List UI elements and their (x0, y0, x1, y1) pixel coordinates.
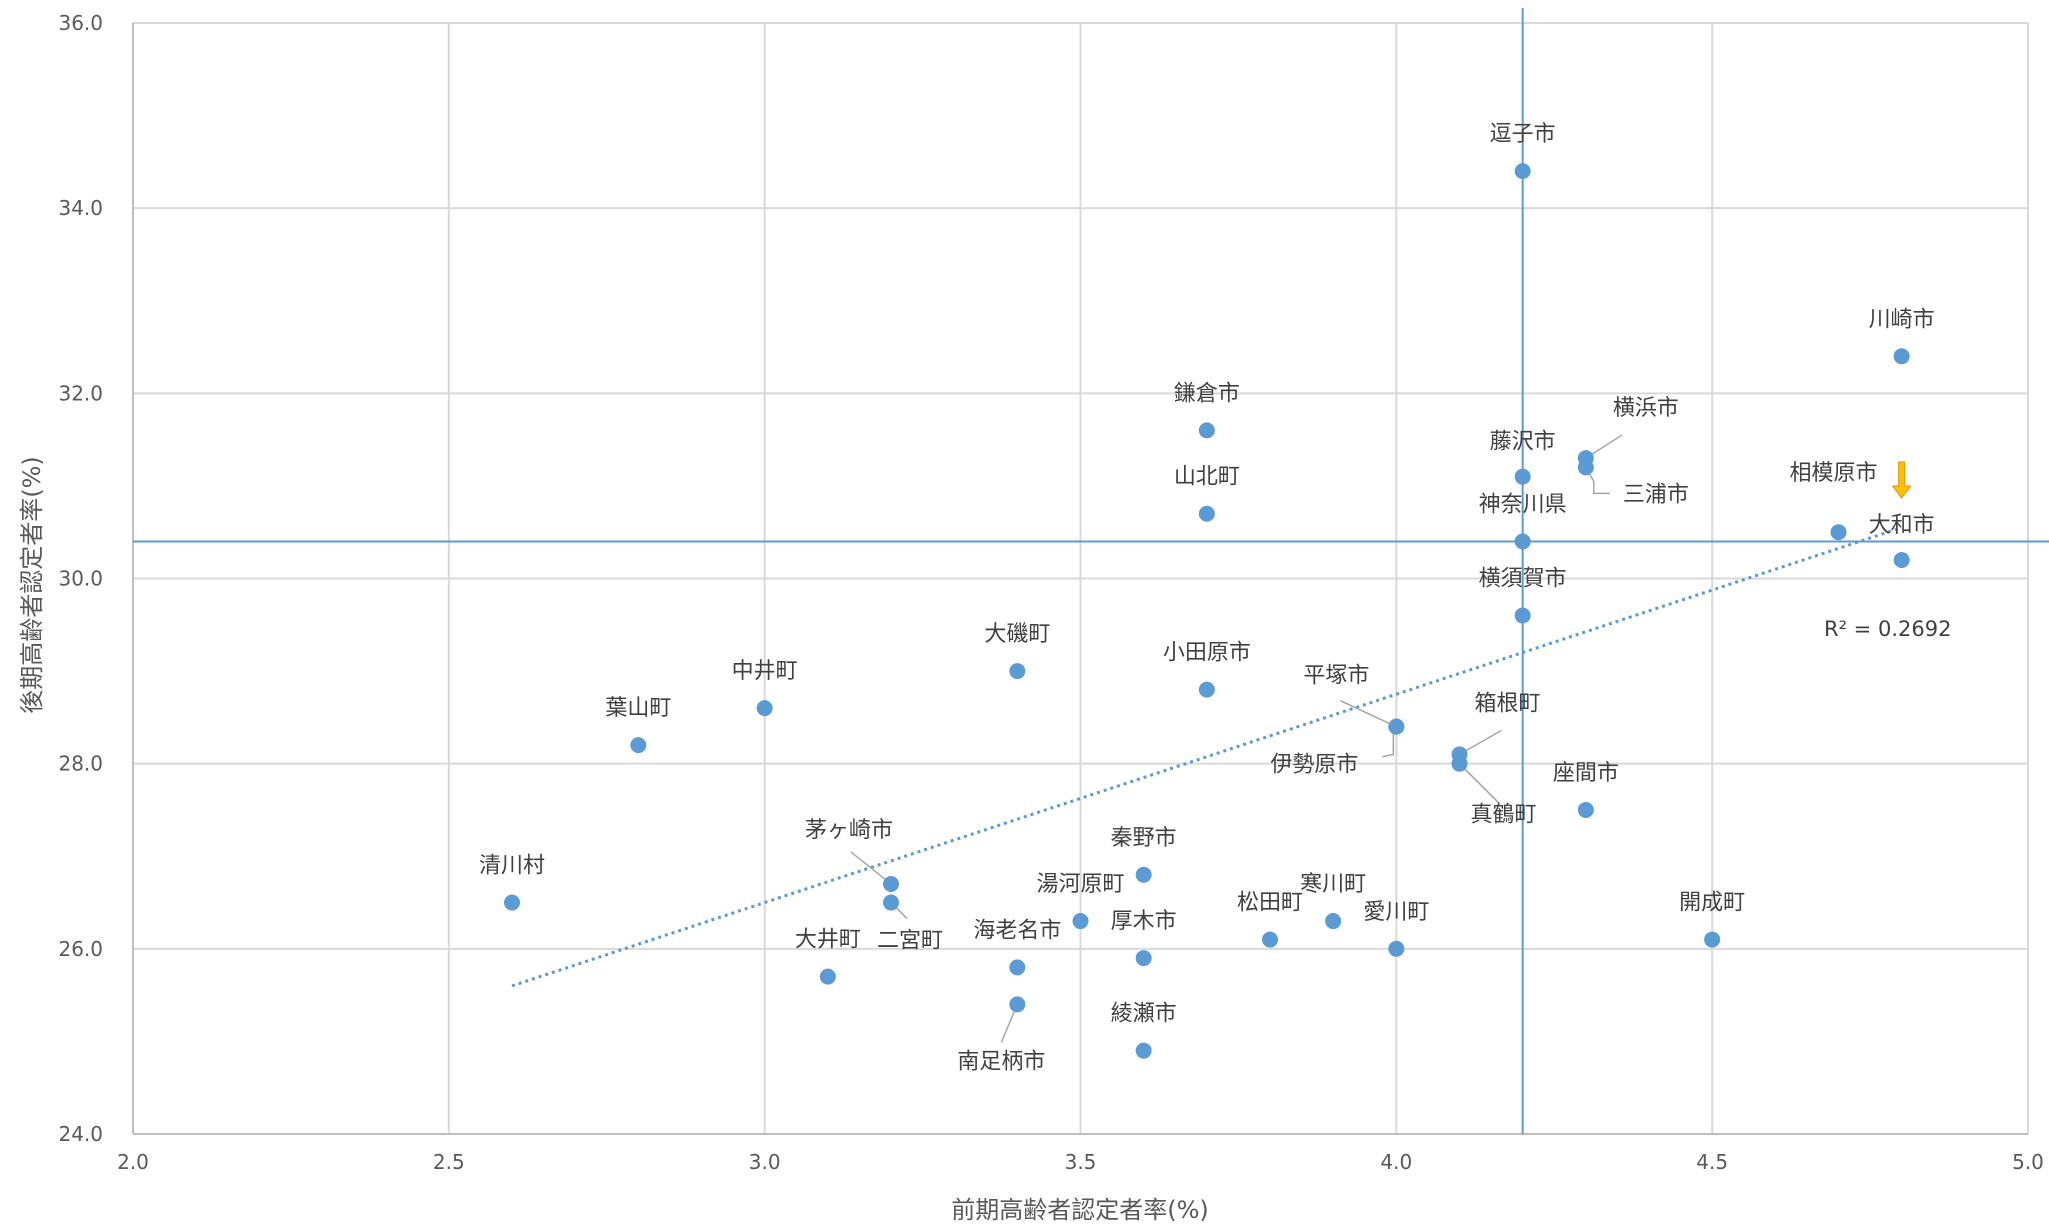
data-point (1262, 931, 1278, 948)
point-label: 大和市 (1869, 513, 1935, 538)
data-point (630, 737, 647, 754)
point-label: 神奈川県 (1479, 492, 1567, 517)
point-label: 秦野市 (1111, 826, 1177, 851)
data-point (1577, 459, 1594, 476)
data-point (1514, 468, 1531, 485)
data-point (504, 894, 520, 911)
y-tick-label: 24.0 (58, 1122, 103, 1146)
data-point (1325, 913, 1342, 930)
point-label: 真鶴町 (1470, 803, 1536, 828)
data-point (1198, 422, 1215, 439)
point-label: 川崎市 (1869, 307, 1935, 332)
point-label: 海老名市 (973, 918, 1061, 943)
point-label: 大磯町 (984, 622, 1050, 647)
trendline (511, 526, 1903, 988)
data-point (1009, 663, 1026, 680)
x-tick-label: 2.0 (117, 1150, 149, 1174)
point-label: 三浦市 (1623, 482, 1689, 507)
y-tick-label: 32.0 (58, 381, 103, 405)
data-point (1009, 996, 1026, 1013)
point-label: 厚木市 (1111, 909, 1177, 934)
point-label: 清川村 (479, 854, 545, 879)
x-axis-title: 前期高齢者認定者率(%) (951, 1196, 1209, 1224)
x-tick-label: 3.0 (749, 1150, 781, 1174)
leader-line (850, 851, 892, 885)
point-label: 綾瀬市 (1111, 1002, 1177, 1027)
data-point (1388, 940, 1405, 957)
data-point (1830, 524, 1847, 541)
point-label: 山北町 (1174, 465, 1240, 490)
tick-labels: 2.0 2.5 3.0 3.5 4.0 4.5 5.0 24.0 26.0 28.0 30.0 32.… (58, 11, 2043, 1174)
y-tick-label: 34.0 (58, 196, 103, 220)
down-arrow-icon (1891, 461, 1912, 499)
point-label: 座間市 (1553, 761, 1619, 786)
grid-lines (132, 22, 2029, 1135)
highlight-arrow-group (1891, 461, 1912, 499)
leader-line (1458, 763, 1501, 805)
y-axis-title: 後期高齢者認定者率(%) (18, 456, 46, 714)
data-point (883, 894, 899, 911)
data-point (819, 968, 836, 985)
data-point (1009, 959, 1026, 976)
point-label: 寒川町 (1300, 872, 1366, 897)
point-label: 横浜市 (1613, 396, 1679, 421)
x-tick-label: 4.0 (1380, 1150, 1412, 1174)
data-point (1514, 607, 1531, 624)
data-point (1135, 950, 1152, 967)
data-point (1198, 681, 1215, 698)
data-point (1198, 505, 1215, 522)
data-point (756, 700, 773, 717)
x-tick-label: 3.5 (1065, 1150, 1097, 1174)
y-tick-label: 30.0 (58, 567, 103, 591)
y-tick-label: 36.0 (58, 11, 103, 35)
point-label: 開成町 (1679, 891, 1745, 916)
reference-lines (133, 8, 2049, 1134)
x-tick-label: 4.5 (1696, 1150, 1728, 1174)
point-label: 鎌倉市 (1174, 381, 1240, 406)
trendline-group (511, 526, 1903, 988)
point-label: 小田原市 (1163, 641, 1251, 666)
data-point (1704, 931, 1721, 948)
point-label: 箱根町 (1474, 691, 1540, 716)
point-label: 横須賀市 (1479, 567, 1567, 592)
leader-line (1585, 467, 1610, 495)
y-tick-label: 26.0 (58, 937, 103, 961)
point-label: 平塚市 (1303, 664, 1369, 689)
point-label: 中井町 (732, 659, 798, 684)
data-point (1451, 755, 1468, 772)
data-points (504, 163, 1910, 1059)
data-point (1072, 913, 1089, 930)
point-label: 二宮町 (877, 929, 943, 954)
data-point (1893, 551, 1910, 568)
point-label: 相模原市 (1789, 461, 1877, 486)
plot-frame (132, 23, 2028, 1135)
point-label: 伊勢原市 (1270, 753, 1358, 778)
point-label: 大井町 (795, 928, 861, 953)
data-point (883, 876, 899, 893)
point-label: 茅ヶ崎市 (805, 818, 893, 843)
point-label: 湯河原町 (1036, 872, 1124, 897)
data-point (1893, 348, 1910, 365)
point-label: 南足柄市 (957, 1049, 1045, 1074)
data-point (1388, 718, 1405, 735)
leader-line (1459, 729, 1502, 756)
y-tick-label: 28.0 (58, 752, 103, 776)
data-point (1514, 163, 1531, 180)
r-squared-label: R² = 0.2692 (1824, 617, 1951, 641)
point-label: 藤沢市 (1490, 430, 1556, 455)
data-point (1514, 533, 1531, 550)
point-label: 葉山町 (605, 696, 671, 721)
leader-line (1340, 699, 1397, 728)
data-point (1135, 1042, 1152, 1059)
data-point (1135, 866, 1152, 883)
label-leader-lines (850, 434, 1623, 1043)
point-label: 松田町 (1237, 891, 1303, 916)
point-label: 逗子市 (1490, 122, 1556, 147)
point-label: 愛川町 (1363, 900, 1429, 925)
x-tick-label: 2.5 (433, 1150, 465, 1174)
x-tick-label: 5.0 (2012, 1150, 2044, 1174)
data-point (1577, 801, 1594, 818)
